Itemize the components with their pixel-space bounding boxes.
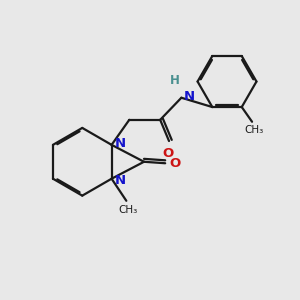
Text: CH₃: CH₃: [118, 205, 137, 215]
Text: N: N: [184, 90, 195, 103]
Text: O: O: [169, 157, 181, 170]
Text: N: N: [115, 137, 126, 150]
Text: O: O: [162, 147, 173, 160]
Text: CH₃: CH₃: [244, 125, 263, 135]
Text: H: H: [170, 74, 180, 86]
Text: N: N: [115, 174, 126, 187]
